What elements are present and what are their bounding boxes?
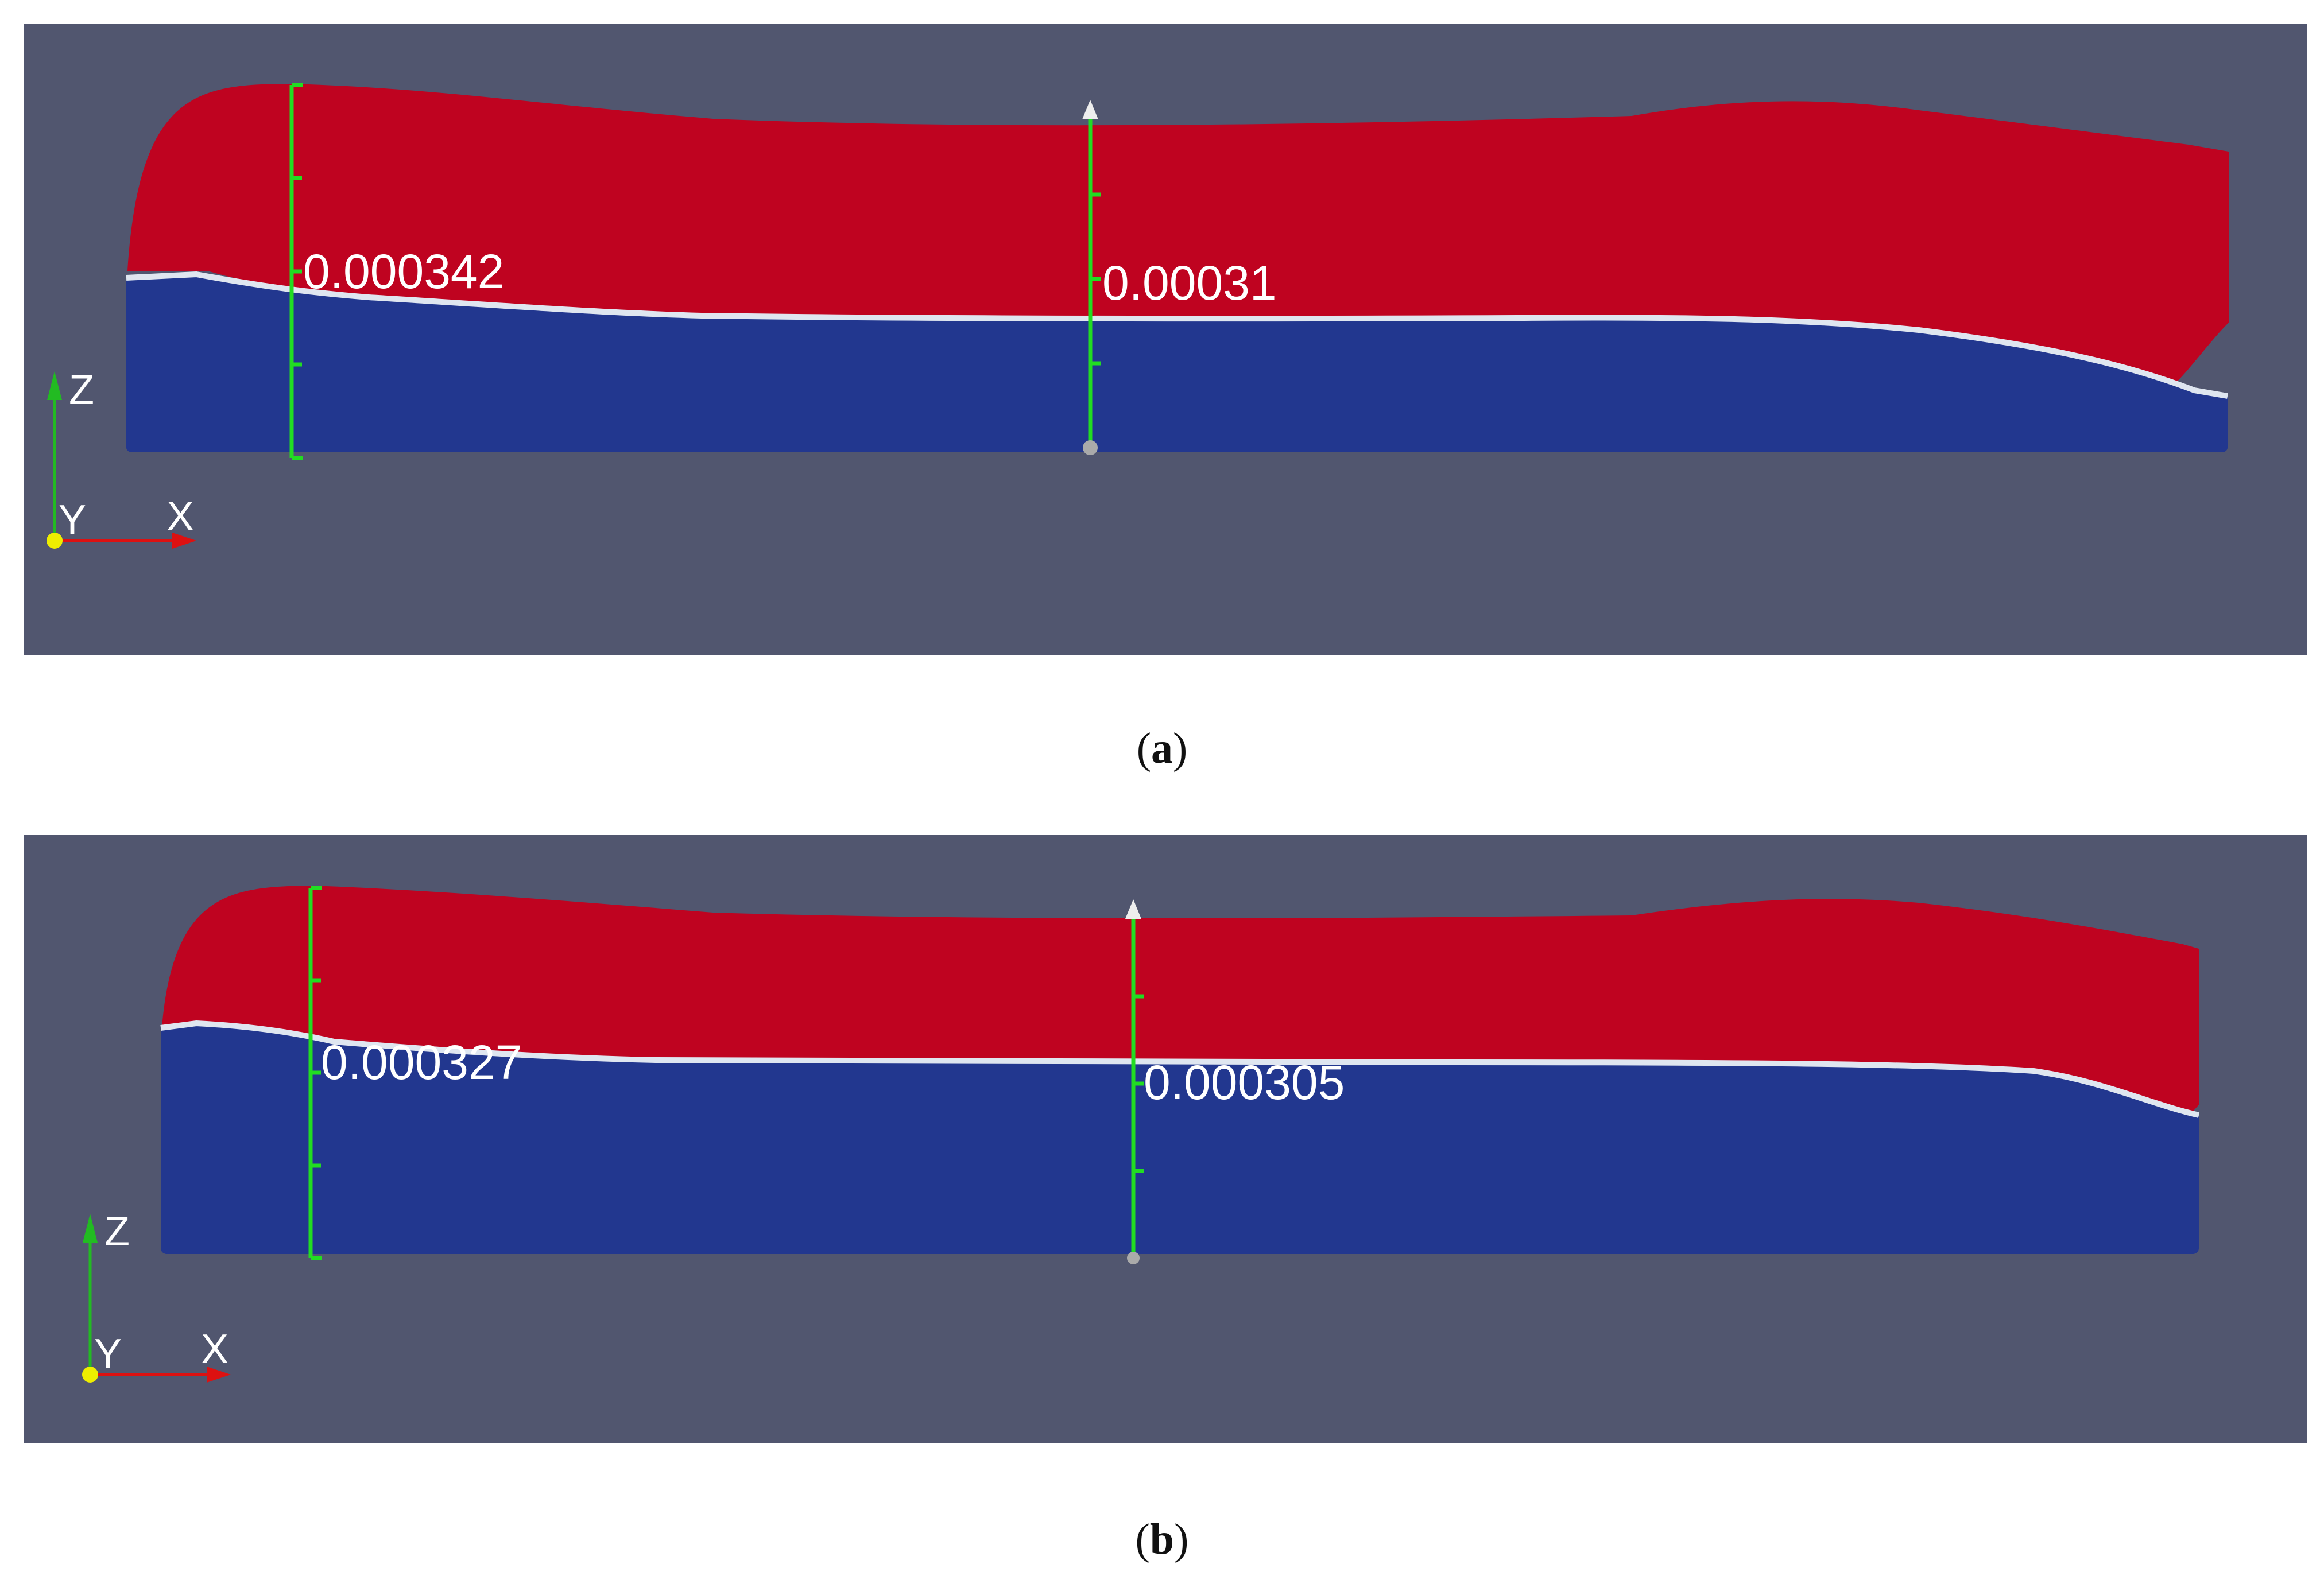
arrow-z-icon [83, 1214, 98, 1243]
measurement-label-left: 0.000327 [321, 1035, 522, 1089]
axis-label-x: X [201, 1326, 228, 1372]
arrow-x-icon [207, 1367, 231, 1383]
render-viewport-b: 0.000327 0.000305 Z Y X [82, 886, 2200, 1383]
measurement-ruler-center [1088, 110, 1101, 448]
axis-label-x: X [166, 494, 194, 539]
ruler-handle [1083, 440, 1098, 455]
measurement-label-center: 0.00031 [1102, 256, 1277, 310]
axis-y-icon [47, 533, 63, 549]
measurement-ruler-left [289, 83, 303, 460]
axis-y-icon [82, 1367, 98, 1383]
caption-letter: b [1149, 1515, 1175, 1563]
arrow-up-icon [1082, 100, 1098, 119]
arrow-up-icon [1125, 899, 1141, 919]
arrow-z-icon [47, 371, 62, 400]
substrate-layer [161, 1024, 2199, 1254]
simulation-view-a: 0.000342 0.00031 Z Y X [24, 24, 2307, 655]
axis-label-y: Y [59, 497, 86, 543]
measurement-label-left: 0.000342 [303, 244, 504, 298]
axis-label-z: Z [104, 1209, 130, 1255]
caption-a: (a) [1136, 724, 1188, 773]
simulation-view-b: 0.000327 0.000305 Z Y X [24, 835, 2307, 1443]
caption-letter: a [1151, 724, 1173, 773]
axis-label-z: Z [69, 367, 94, 413]
axis-label-y: Y [94, 1331, 122, 1377]
measurement-label-center: 0.000305 [1144, 1055, 1345, 1109]
orientation-axes: Z Y X [47, 367, 196, 549]
interface-line [126, 271, 2228, 399]
arrow-x-icon [172, 533, 196, 549]
measurement-ruler-left [308, 886, 322, 1260]
render-viewport-a: 0.000342 0.00031 Z Y X [47, 83, 2229, 549]
measurement-ruler-center [1131, 910, 1144, 1258]
caption-b: (b) [1135, 1515, 1189, 1563]
orientation-axes: Z Y X [82, 1209, 231, 1383]
ruler-handle [1127, 1252, 1140, 1264]
